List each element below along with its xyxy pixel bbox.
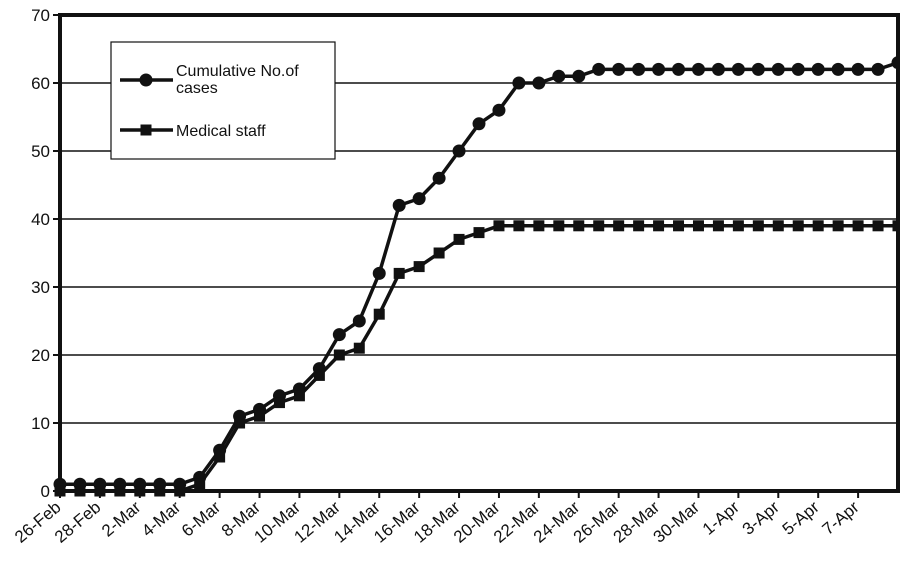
legend-box (110, 41, 336, 160)
data-point-circle (811, 62, 825, 76)
data-point-circle (492, 103, 506, 117)
data-point-square (812, 220, 824, 232)
y-tick-label: 50 (31, 142, 50, 161)
legend: Cumulative No.of cases Medical staff (110, 41, 336, 160)
x-axis: 26-Feb28-Feb2-Mar4-Mar6-Mar8-Mar10-Mar12… (11, 491, 863, 547)
data-point-circle (652, 62, 666, 76)
data-point-square (772, 220, 784, 232)
y-axis: 0 10 20 30 40 50 60 70 (31, 6, 60, 501)
legend-marker-circle (139, 73, 153, 87)
data-point-square (533, 220, 545, 232)
data-point-circle (751, 62, 765, 76)
data-point-square (194, 478, 206, 490)
x-tick-label: 1-Apr (699, 497, 743, 538)
legend-label: Cumulative No.of cases (176, 63, 299, 97)
data-point-square (692, 220, 704, 232)
data-point-square (633, 220, 645, 232)
y-tick-label: 10 (31, 414, 50, 433)
data-point-square (493, 220, 505, 232)
legend-item: Medical staff (120, 123, 266, 140)
data-point-square (712, 220, 724, 232)
data-point-square (393, 267, 405, 279)
data-point-circle (372, 266, 386, 280)
data-point-circle (831, 62, 845, 76)
data-point-square (792, 220, 804, 232)
y-tick-label: 0 (41, 482, 50, 501)
data-point-circle (851, 62, 865, 76)
data-point-circle (791, 62, 805, 76)
data-point-circle (612, 62, 626, 76)
x-tick-label: 2-Mar (98, 497, 144, 540)
series-medical-staff (54, 220, 900, 497)
data-point-square (273, 397, 285, 409)
data-point-square (254, 410, 266, 422)
data-point-circle (412, 192, 426, 206)
x-tick-label: 5-Apr (779, 497, 823, 538)
data-point-square (214, 451, 226, 463)
data-point-circle (632, 62, 646, 76)
data-point-square (333, 349, 345, 361)
series-line (60, 224, 898, 493)
data-point-square (593, 220, 605, 232)
x-tick-label: 28-Feb (51, 498, 104, 547)
y-tick-label: 60 (31, 74, 50, 93)
data-point-square (653, 220, 665, 232)
data-point-circle (532, 76, 546, 90)
data-point-square (732, 220, 744, 232)
data-point-circle (512, 76, 526, 90)
data-point-circle (871, 62, 885, 76)
x-tick-label: 30-Mar (650, 497, 704, 546)
legend-item: Cumulative No.of cases (120, 63, 299, 97)
x-tick-label: 7-Apr (819, 497, 863, 538)
data-point-circle (572, 69, 586, 83)
data-point-circle (711, 62, 725, 76)
data-point-square (852, 220, 864, 232)
data-point-square (872, 220, 884, 232)
x-tick-label: 3-Apr (739, 497, 783, 538)
x-tick-label: 4-Mar (138, 497, 184, 540)
data-point-circle (592, 62, 606, 76)
data-point-square (353, 342, 365, 354)
data-point-square (673, 220, 685, 232)
data-point-circle (392, 198, 406, 212)
data-point-square (234, 417, 246, 429)
plot-series (53, 56, 900, 497)
data-point-square (613, 220, 625, 232)
data-point-square (373, 308, 385, 320)
x-tick-label: 6-Mar (178, 497, 224, 540)
data-point-circle (352, 314, 366, 328)
data-point-square (832, 220, 844, 232)
data-point-circle (771, 62, 785, 76)
data-point-circle (731, 62, 745, 76)
data-point-circle (452, 144, 466, 158)
y-tick-label: 70 (31, 6, 50, 25)
legend-marker-square (140, 124, 152, 136)
data-point-square (553, 220, 565, 232)
data-point-square (513, 220, 525, 232)
data-point-circle (332, 328, 346, 342)
legend-label: Medical staff (176, 123, 266, 140)
data-point-circle (672, 62, 686, 76)
y-tick-label: 40 (31, 210, 50, 229)
y-tick-label: 20 (31, 346, 50, 365)
data-point-square (453, 233, 465, 245)
data-point-square (752, 220, 764, 232)
y-tick-label: 30 (31, 278, 50, 297)
data-point-circle (432, 171, 446, 185)
data-point-square (313, 369, 325, 381)
data-point-square (413, 261, 425, 273)
data-point-square (293, 390, 305, 402)
data-point-square (573, 220, 585, 232)
data-point-circle (691, 62, 705, 76)
data-point-circle (472, 117, 486, 131)
data-point-square (473, 227, 485, 239)
plot-frame (58, 13, 900, 493)
data-point-square (433, 247, 445, 259)
data-point-circle (552, 69, 566, 83)
